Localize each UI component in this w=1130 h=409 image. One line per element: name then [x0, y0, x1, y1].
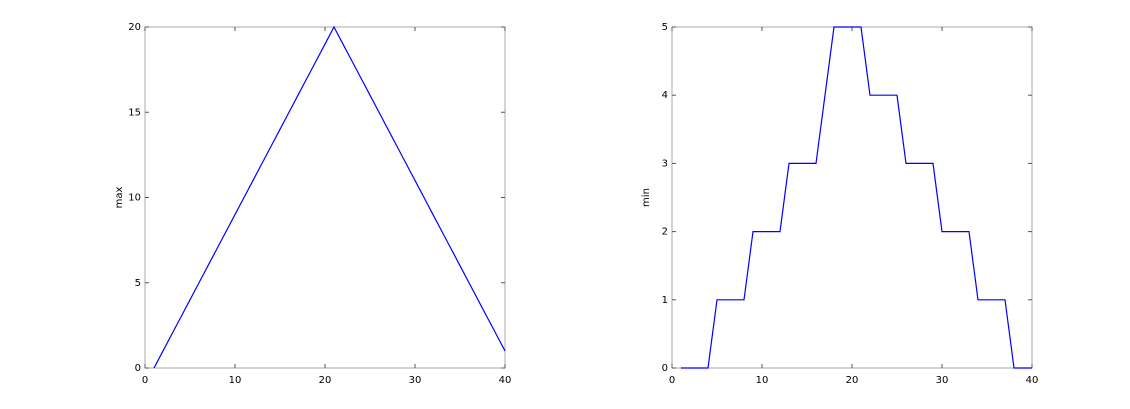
x-tick-label: 20	[319, 375, 332, 386]
y-tick-label: 3	[662, 158, 668, 169]
x-tick-label: 40	[1026, 375, 1039, 386]
data-line	[153, 25, 506, 369]
y-tick-label: 20	[128, 22, 141, 33]
y-axis-label: max	[114, 187, 125, 209]
x-tick-label: 40	[499, 375, 512, 386]
y-tick-label: 2	[662, 227, 668, 238]
x-tick-label: 10	[756, 375, 769, 386]
y-tick-label: 1	[662, 295, 668, 306]
axes-frame	[144, 26, 506, 369]
y-tick-label: 5	[662, 22, 668, 33]
x-tick-label: 30	[936, 375, 949, 386]
y-axis-label: min	[641, 188, 652, 207]
y-tick-label: 10	[128, 193, 141, 204]
x-tick-label: 20	[846, 375, 859, 386]
y-tick-label: 0	[135, 363, 141, 374]
y-tick-label: 5	[135, 278, 141, 289]
x-tick-label: 10	[229, 375, 242, 386]
axes-frame	[671, 26, 1033, 369]
y-tick-label: 15	[128, 107, 141, 118]
y-tick-label: 0	[662, 363, 668, 374]
y-tick-label: 4	[662, 90, 668, 101]
x-tick-label: 0	[142, 375, 148, 386]
x-tick-label: 0	[669, 375, 675, 386]
x-tick-label: 30	[409, 375, 422, 386]
data-line	[681, 26, 1032, 369]
